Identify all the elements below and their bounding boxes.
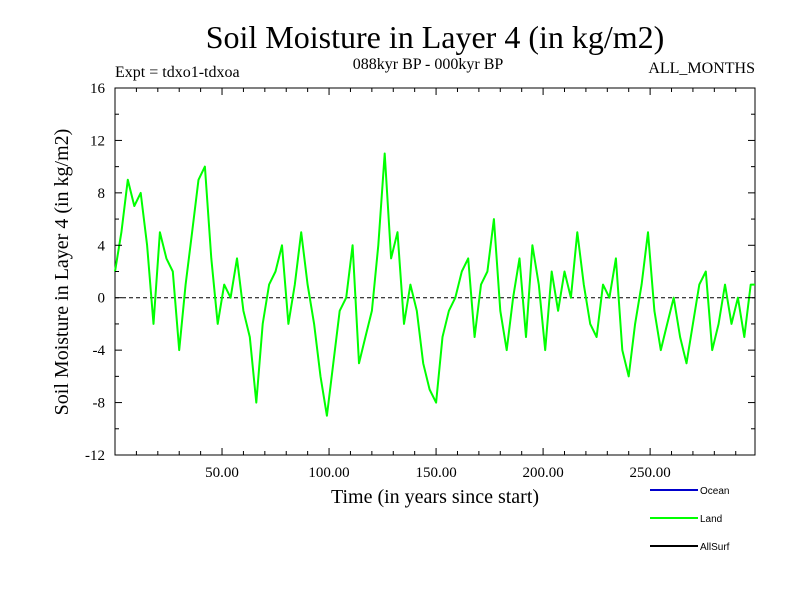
x-tick-label: 200.00 — [522, 465, 563, 481]
experiment-label: Expt = tdxo1-tdxoa — [115, 64, 240, 81]
y-tick-label: -8 — [93, 396, 106, 412]
x-tick-label: 250.00 — [629, 465, 670, 481]
y-tick-label: -12 — [85, 448, 105, 464]
months-label: ALL_MONTHS — [648, 60, 755, 77]
legend: Ocean Land AllSurf — [650, 486, 730, 553]
legend-label-land: Land — [700, 514, 722, 525]
y-tick-label: 0 — [98, 291, 106, 307]
y-tick-label: 8 — [98, 186, 106, 202]
y-tick-label: -4 — [93, 343, 106, 359]
x-tick-label: 150.00 — [415, 465, 456, 481]
legend-label-allsurf: AllSurf — [700, 542, 730, 553]
axes: 50.00 100.00 150.00 200.00 250.00 -12 -8 -4 0 4 8 1… — [85, 81, 755, 481]
y-tick-label: 4 — [98, 238, 106, 254]
x-tick-label: 100.00 — [308, 465, 349, 481]
period-label: 088kyr BP - 000kyr BP — [353, 56, 504, 73]
plot-area — [114, 152, 755, 417]
y-axis-label: Soil Moisture in Layer 4 (in kg/m2) — [51, 129, 73, 416]
legend-label-ocean: Ocean — [700, 486, 729, 497]
y-tick-label: 16 — [90, 81, 106, 97]
series-line-land — [114, 152, 755, 417]
y-tick-label: 12 — [90, 133, 105, 149]
x-axis-label: Time (in years since start) — [331, 486, 539, 508]
chart-title: Soil Moisture in Layer 4 (in kg/m2) — [206, 19, 665, 55]
x-tick-label: 50.00 — [205, 465, 239, 481]
